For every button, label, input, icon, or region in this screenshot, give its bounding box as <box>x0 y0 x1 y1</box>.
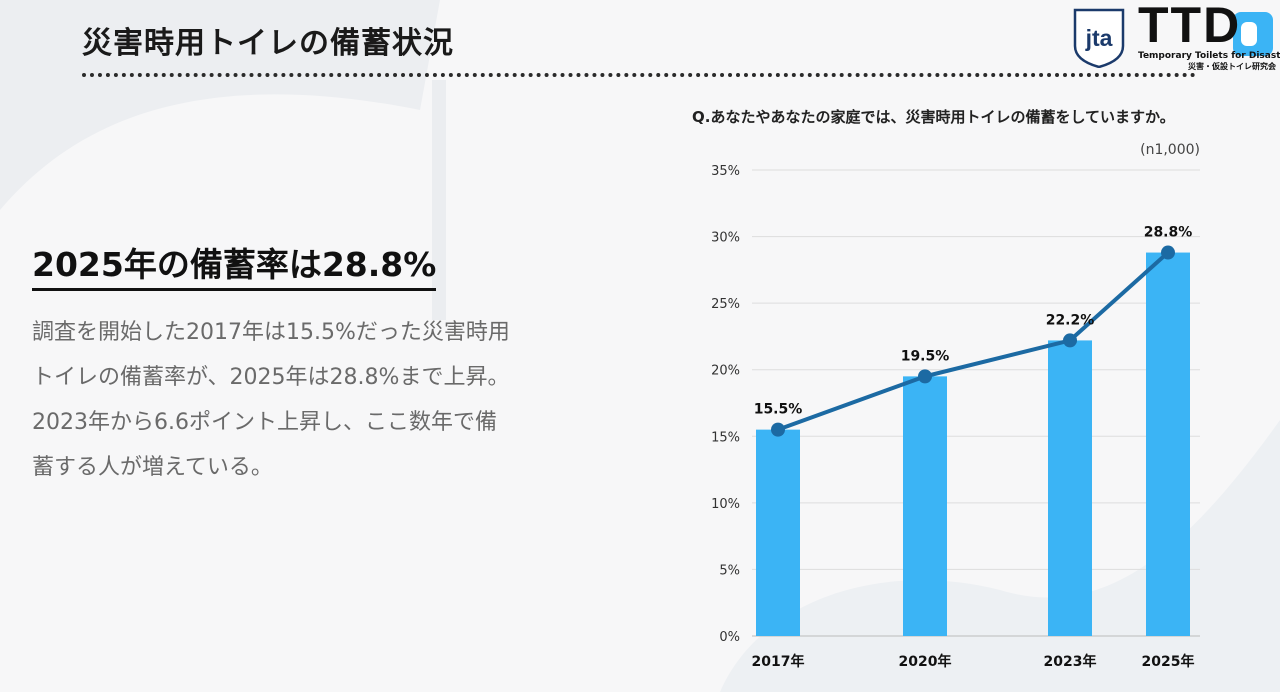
svg-text:jta: jta <box>1085 25 1113 51</box>
data-point <box>771 422 785 437</box>
body-line: 蓄する人が増えている。 <box>32 455 273 480</box>
page-title: 災害時用トイレの備蓄状況 <box>82 26 454 61</box>
logo-subtitle-en: Temporary Toilets for Disaster <box>1138 51 1280 61</box>
data-point <box>918 369 932 384</box>
bar <box>1048 340 1092 636</box>
y-tick-label: 35% <box>711 164 740 179</box>
x-tick-label: 2017年 <box>752 653 805 670</box>
ttd-logo: TTD <box>1138 0 1242 53</box>
headline: 2025年の備蓄率は28.8% <box>32 238 437 291</box>
x-tick-label: 2020年 <box>899 653 952 670</box>
body-line: 2023年から6.6ポイント上昇し、ここ数年で備 <box>32 410 497 435</box>
bar <box>903 376 947 636</box>
sample-size: (n1,000) <box>1140 142 1200 158</box>
logo-subtitle-jp: 災害・仮設トイレ研究会 <box>1188 62 1276 71</box>
data-label: 19.5% <box>901 348 950 364</box>
body-line: トイレの備蓄率が、2025年は28.8%まで上昇。 <box>32 365 510 390</box>
data-label: 15.5% <box>754 402 803 418</box>
bar-line-chart: 0% 5% 10% 15% 20% 25% 30% 35% 15.5% 19.5% 22.2% 28.… <box>711 164 1200 670</box>
x-tick-label: 2025年 <box>1142 653 1195 670</box>
y-tick-label: 10% <box>711 497 740 512</box>
data-point <box>1063 333 1077 348</box>
chart-question: Q.あなたやあなたの家庭では、災害時用トイレの備蓄をしていますか。 <box>692 108 1175 126</box>
y-tick-label: 25% <box>711 297 740 312</box>
y-tick-label: 5% <box>719 563 740 578</box>
y-tick-label: 20% <box>711 364 740 379</box>
trend-line <box>777 251 1170 432</box>
bar <box>1146 252 1190 636</box>
bar <box>756 429 800 636</box>
y-tick-label: 0% <box>719 630 740 645</box>
title-divider <box>82 73 1196 77</box>
ttd-logo-mark <box>1233 12 1273 56</box>
body-text: 調査を開始した2017年は15.5%だった災害時用 トイレの備蓄率が、2025年… <box>32 310 612 490</box>
data-point <box>1161 245 1175 260</box>
body-line: 調査を開始した2017年は15.5%だった災害時用 <box>32 320 510 345</box>
x-tick-label: 2023年 <box>1044 653 1097 670</box>
data-label: 28.8% <box>1144 225 1193 241</box>
jta-logo: jta <box>1073 8 1125 68</box>
y-tick-label: 30% <box>711 231 740 246</box>
y-tick-label: 15% <box>711 430 740 445</box>
data-label: 22.2% <box>1046 312 1095 328</box>
